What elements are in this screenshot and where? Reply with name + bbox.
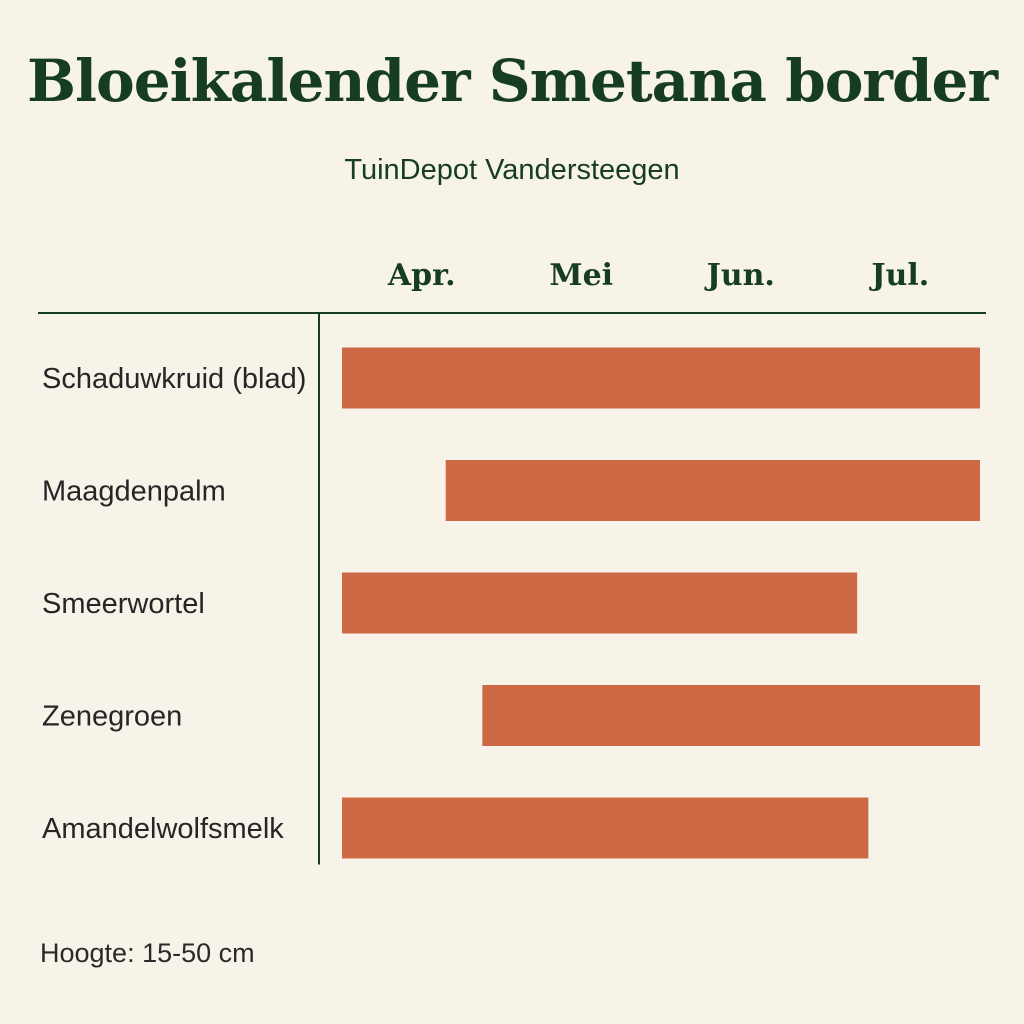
month-label: Jul. [868,258,929,293]
plant-label: Zenegroen [42,701,182,733]
bloom-bar [482,685,980,746]
bloom-bar [342,797,869,859]
chart-title: Bloeikalender Smetana border [26,47,998,115]
bloom-bar [445,460,980,521]
month-label: Jun. [704,258,775,293]
plant-label: Smeerwortel [42,588,205,620]
chart-subtitle: TuinDepot Vandersteegen [344,154,680,186]
height-note: Hoogte: 15-50 cm [40,938,255,968]
month-label: Apr. [387,258,456,293]
bloom-bar [342,572,858,634]
month-label: Mei [549,258,613,293]
bloom-bar [342,347,980,409]
plant-label: Maagdenpalm [42,476,226,508]
plant-label: Schaduwkruid (blad) [42,363,306,395]
plant-label: Amandelwolfsmelk [42,813,284,845]
